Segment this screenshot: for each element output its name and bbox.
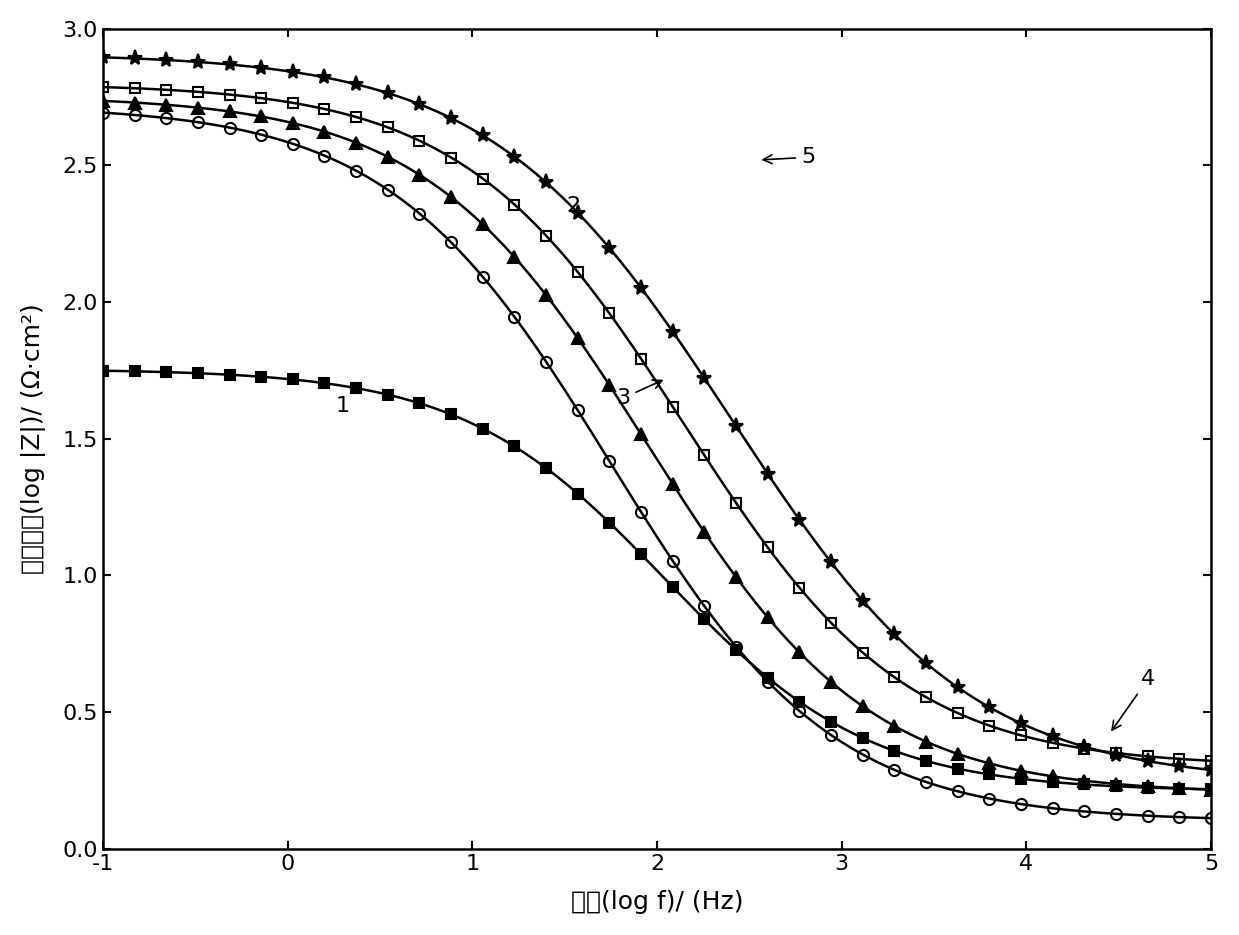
Text: 2: 2 <box>566 196 581 217</box>
Y-axis label: 阻抗模值(log |Z|)/ (Ω·cm²): 阻抗模值(log |Z|)/ (Ω·cm²) <box>21 303 46 574</box>
Text: 1: 1 <box>336 396 351 416</box>
Text: 3: 3 <box>617 381 662 408</box>
Text: 5: 5 <box>763 148 815 167</box>
X-axis label: 频率(log f)/ (Hz): 频率(log f)/ (Hz) <box>571 890 743 914</box>
Text: 4: 4 <box>1113 669 1155 730</box>
